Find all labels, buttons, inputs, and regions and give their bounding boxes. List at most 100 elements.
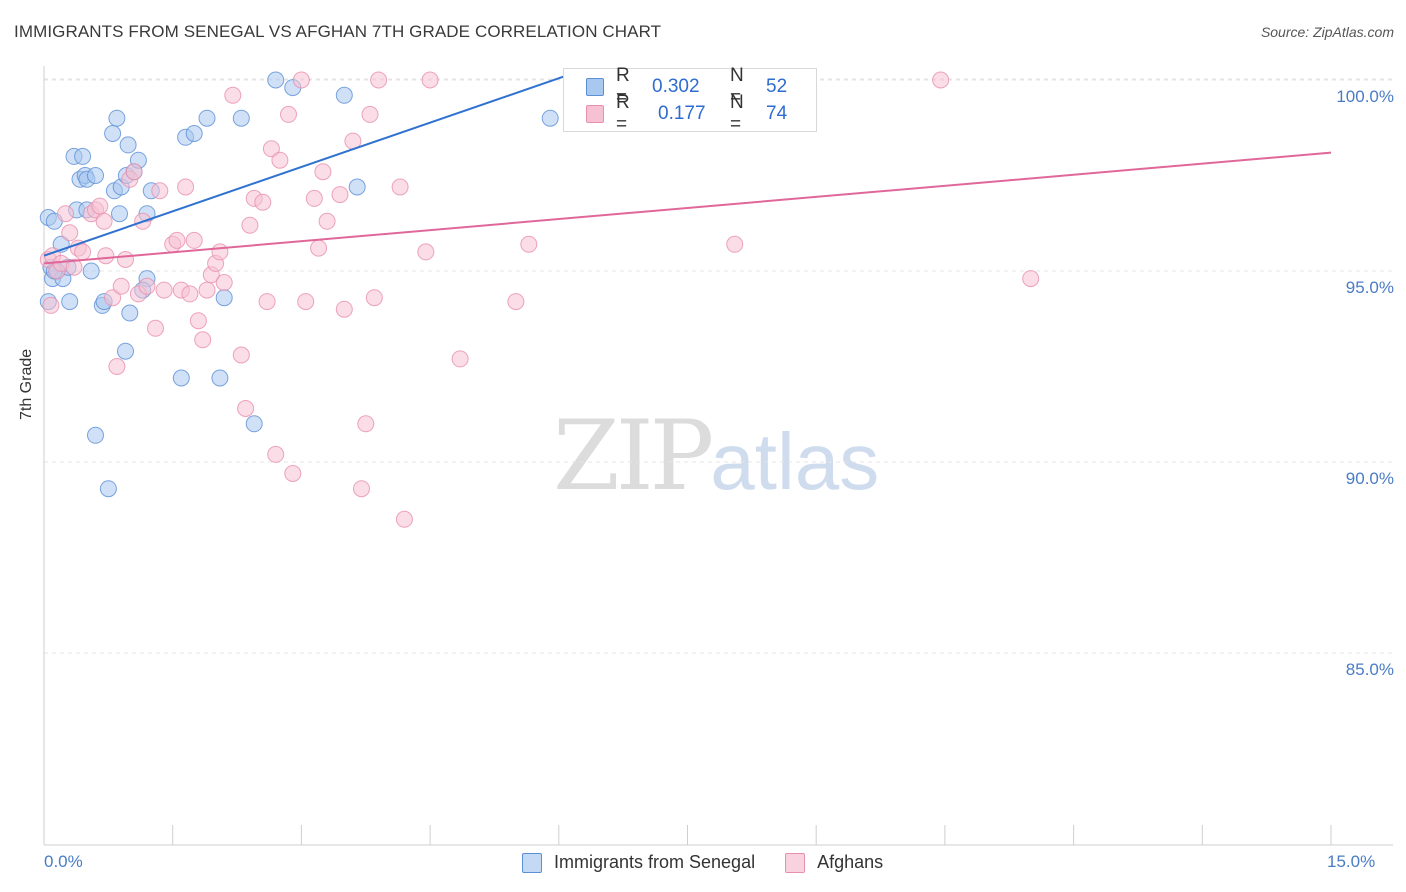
point-afghans — [95, 212, 113, 230]
point-senegal — [245, 415, 263, 433]
point-senegal — [111, 205, 128, 223]
point-senegal — [215, 289, 233, 307]
legend-n-label: N = — [730, 92, 744, 135]
point-afghans — [155, 281, 173, 299]
point-senegal — [172, 369, 190, 387]
legend-n-label: N = — [730, 65, 744, 108]
point-senegal — [104, 125, 122, 142]
legend-swatch-senegal — [586, 78, 604, 96]
point-afghans — [271, 151, 289, 169]
watermark-zip: ZIP — [553, 400, 714, 512]
point-afghans — [189, 312, 207, 330]
point-afghans — [254, 193, 272, 211]
point-afghans — [74, 243, 92, 261]
point-afghans — [198, 281, 216, 299]
point-afghans — [232, 346, 250, 364]
legend-r-label: R = — [616, 65, 630, 108]
point-afghans — [147, 319, 164, 337]
point-afghans — [421, 71, 439, 89]
legend-swatch-afghans — [785, 852, 806, 873]
point-afghans — [361, 105, 379, 123]
point-afghans — [932, 71, 950, 89]
point-senegal — [82, 262, 100, 280]
point-afghans — [104, 289, 122, 307]
chart-title: IMMIGRANTS FROM SENEGAL VS AFGHAN 7TH GR… — [14, 22, 662, 41]
point-afghans — [241, 216, 259, 234]
x-tick-label-max: 15.0% — [1327, 852, 1376, 871]
point-afghans — [138, 277, 156, 295]
point-afghans — [211, 243, 229, 261]
point-afghans — [151, 182, 169, 200]
point-senegal — [108, 109, 126, 127]
point-afghans — [97, 247, 115, 265]
point-afghans — [335, 300, 353, 318]
point-senegal — [348, 178, 366, 196]
point-senegal — [74, 147, 92, 165]
point-afghans — [1022, 270, 1040, 288]
source-label: Source: ZipAtlas.com — [1260, 24, 1394, 40]
point-senegal — [267, 71, 285, 89]
point-afghans — [297, 293, 315, 311]
point-afghans — [292, 71, 310, 89]
point-afghans — [395, 510, 413, 528]
legend-row-senegal: R = 0.302 N = 52 — [586, 65, 788, 108]
legend-item-senegal[interactable]: Immigrants from Senegal — [522, 852, 755, 873]
legend-r-label: R = — [616, 92, 630, 135]
point-afghans — [185, 231, 203, 249]
point-afghans — [391, 178, 409, 196]
point-afghans — [108, 358, 126, 375]
point-afghans — [305, 189, 323, 207]
point-afghans — [365, 289, 383, 307]
point-afghans — [507, 293, 525, 311]
point-senegal — [61, 293, 79, 311]
point-afghans — [310, 239, 328, 257]
point-afghans — [194, 331, 212, 349]
point-afghans — [168, 231, 186, 249]
point-senegal — [87, 167, 104, 184]
point-senegal — [121, 304, 139, 322]
point-afghans — [61, 224, 79, 242]
legend-item-afghans[interactable]: Afghans — [785, 852, 883, 873]
zipatlas-watermark: ZIPatlas — [553, 400, 879, 512]
point-afghans — [91, 197, 109, 215]
point-afghans — [237, 400, 255, 417]
point-afghans — [451, 350, 469, 368]
point-afghans — [262, 140, 280, 158]
point-senegal — [87, 426, 104, 444]
point-senegal — [232, 109, 250, 127]
stats-legend: R = 0.302 N = 52 R = 0.177 N = 74 — [563, 65, 817, 135]
legend-swatch-afghans — [586, 105, 604, 123]
point-afghans — [177, 178, 195, 196]
point-senegal — [541, 109, 559, 127]
y-tick-label-100: 100.0% — [1336, 87, 1394, 106]
point-senegal — [99, 480, 117, 498]
series-legend: Immigrants from Senegal Afghans — [522, 852, 913, 873]
point-afghans — [280, 105, 297, 123]
legend-n-value-afghans: 74 — [766, 103, 788, 124]
point-afghans — [353, 480, 370, 498]
point-afghans — [318, 212, 336, 230]
watermark-atlas: atlas — [710, 417, 880, 506]
point-senegal — [335, 86, 353, 104]
point-afghans — [224, 86, 242, 104]
point-afghans — [357, 415, 375, 433]
legend-swatch-senegal — [522, 852, 542, 873]
point-afghans — [267, 445, 285, 463]
point-senegal — [119, 136, 137, 154]
point-afghans — [215, 274, 233, 291]
point-senegal — [117, 342, 134, 360]
point-afghans — [57, 205, 74, 223]
trend-line-senegal — [43, 71, 577, 257]
y-tick-label-85: 85.0% — [1345, 660, 1394, 679]
point-afghans — [181, 285, 199, 303]
legend-label-afghans: Afghans — [817, 852, 884, 872]
legend-r-value-senegal: 0.302 — [652, 76, 700, 97]
x-tick-label-min: 0.0% — [44, 852, 83, 871]
point-afghans — [314, 163, 332, 181]
point-senegal — [185, 125, 203, 142]
point-afghans — [117, 251, 134, 268]
point-afghans — [370, 71, 388, 89]
legend-n-value-senegal: 52 — [766, 76, 788, 97]
point-afghans — [125, 163, 143, 181]
